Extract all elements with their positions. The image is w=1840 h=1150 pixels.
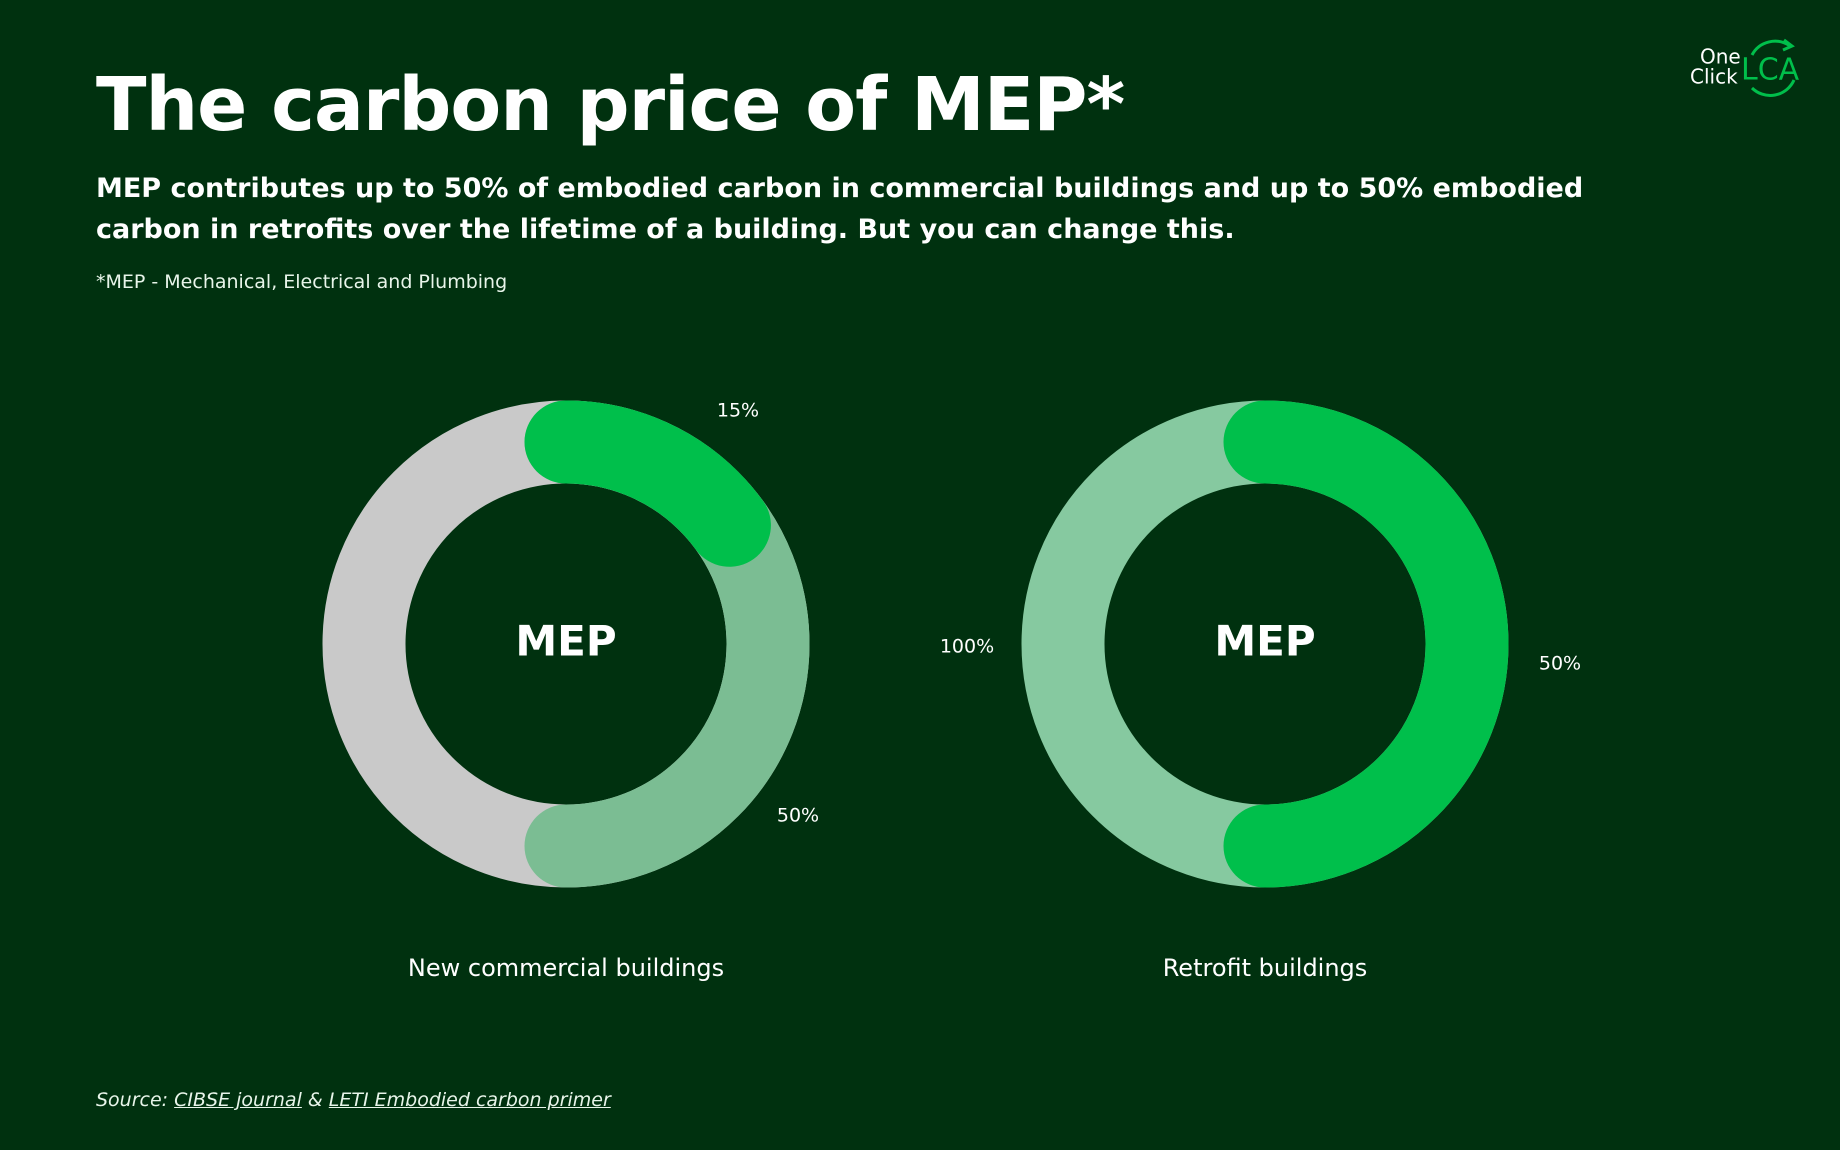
center-label: MEP bbox=[1214, 617, 1315, 666]
donut-arc bbox=[524, 400, 771, 567]
center-label: MEP bbox=[515, 617, 616, 666]
source-link[interactable]: CIBSE journal bbox=[174, 1089, 302, 1111]
logo-text: One bbox=[1700, 45, 1741, 69]
value-label: 50% bbox=[1539, 653, 1581, 675]
footnote: *MEP - Mechanical, Electrical and Plumbi… bbox=[96, 271, 508, 293]
logo: One Click LCA bbox=[1690, 38, 1800, 97]
value-label: 15% bbox=[717, 400, 759, 422]
source: Source: CIBSE journal & LETI Embodied ca… bbox=[96, 1089, 611, 1111]
source-link[interactable]: LETI Embodied carbon primer bbox=[328, 1089, 611, 1111]
logo-mark: LCA bbox=[1741, 53, 1800, 88]
value-label: 100% bbox=[940, 636, 994, 658]
donut-arc bbox=[1223, 400, 1509, 888]
value-label: 50% bbox=[777, 805, 819, 827]
logo-arrow bbox=[1782, 38, 1795, 52]
chart-caption: Retrofit buildings bbox=[1163, 954, 1368, 982]
logo-ring bbox=[1750, 39, 1796, 97]
logo-text: Click bbox=[1690, 65, 1738, 89]
source-prefix: Source: bbox=[96, 1089, 169, 1111]
source-separator: & bbox=[307, 1089, 323, 1111]
subtitle: MEP contributes up to 50% of embodied ca… bbox=[96, 173, 1584, 245]
chart-caption: New commercial buildings bbox=[408, 954, 724, 982]
title: The carbon price of MEP* bbox=[96, 62, 1125, 148]
